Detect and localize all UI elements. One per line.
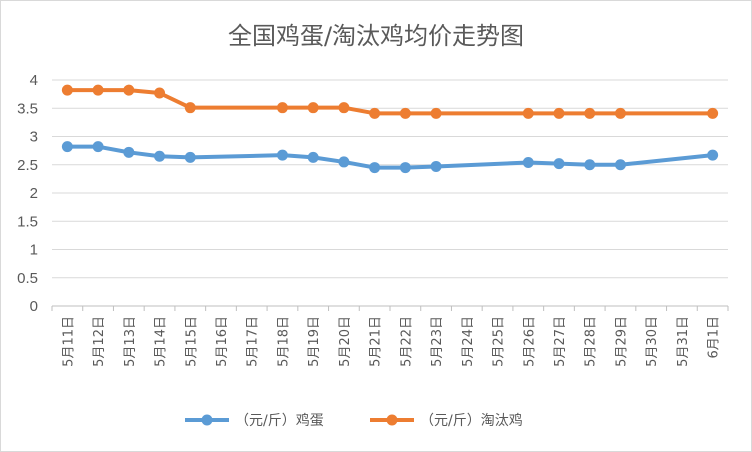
x-tick-label: 5月30日: [645, 316, 660, 367]
x-tick-label: 5月15日: [184, 316, 199, 367]
data-point: [522, 107, 534, 119]
data-point: [614, 159, 626, 171]
x-tick-label: 5月21日: [369, 316, 384, 367]
x-tick-label: 5月29日: [614, 316, 629, 367]
x-tick-label: 5月11日: [61, 316, 76, 367]
legend-marker: [201, 414, 213, 426]
series: [61, 84, 719, 174]
data-point: [276, 149, 288, 161]
y-tick-label: 2.5: [17, 157, 38, 174]
legend: （元/斤）鸡蛋 （元/斤）淘汰鸡: [185, 412, 523, 429]
data-point: [61, 141, 73, 153]
legend-label: （元/斤）淘汰鸡: [420, 412, 523, 429]
data-point: [92, 84, 104, 96]
x-tick-label: 5月27日: [553, 316, 568, 367]
x-tick-label: 5月19日: [307, 316, 322, 367]
data-point: [369, 162, 381, 174]
x-tick-label: 5月20日: [338, 316, 353, 367]
y-axis: 0 0.5 1 1.5 2 2.5 3 3.5 4: [17, 72, 38, 315]
data-point: [614, 107, 626, 119]
data-point: [184, 102, 196, 114]
x-tick-label: 5月14日: [154, 316, 169, 367]
data-point: [338, 156, 350, 168]
x-tick-label: 5月12日: [92, 316, 107, 367]
data-point: [123, 146, 135, 158]
data-point: [584, 107, 596, 119]
y-tick-label: 1.5: [17, 213, 38, 230]
data-point: [707, 149, 719, 161]
series-line: [65, 144, 715, 170]
data-point: [61, 84, 73, 96]
data-point: [707, 107, 719, 119]
data-point: [430, 160, 442, 172]
y-tick-label: 0: [30, 298, 38, 315]
data-point: [399, 107, 411, 119]
x-tick-label: 5月13日: [123, 316, 138, 367]
x-tick-label: 5月31日: [676, 316, 691, 367]
data-point: [338, 102, 350, 114]
data-point: [307, 151, 319, 163]
data-point: [369, 107, 381, 119]
chart-title: 全国鸡蛋/淘汰鸡均价走势图: [228, 22, 524, 50]
y-tick-label: 3.5: [17, 100, 38, 117]
legend-label: （元/斤）鸡蛋: [235, 412, 324, 429]
legend-marker: [386, 414, 398, 426]
gridlines: [52, 79, 728, 279]
data-point: [430, 107, 442, 119]
x-tick-label: 5月28日: [584, 316, 599, 367]
data-point: [553, 158, 565, 170]
y-tick-label: 3: [30, 129, 38, 146]
x-tick-label: 5月24日: [461, 316, 476, 367]
data-point: [154, 150, 166, 162]
y-tick-label: 2: [30, 185, 38, 202]
data-point: [553, 107, 565, 119]
y-tick-label: 0.5: [17, 270, 38, 287]
data-point: [584, 159, 596, 171]
y-tick-label: 1: [30, 242, 38, 259]
x-tick-label: 5月18日: [276, 316, 291, 367]
x-tick-label: 5月25日: [492, 316, 507, 367]
x-tick-label: 6月1日: [707, 316, 722, 359]
data-point: [184, 151, 196, 163]
series-line: [65, 88, 715, 116]
x-tick-label: 5月22日: [399, 316, 414, 367]
data-point: [123, 84, 135, 96]
x-tick-label: 5月17日: [246, 316, 261, 367]
x-tick-label: 5月16日: [215, 316, 230, 367]
data-point: [154, 87, 166, 99]
x-tick-label: 5月23日: [430, 316, 445, 367]
x-axis: 5月11日 5月12日 5月13日 5月14日 5月15日 5月16日 5月17日 5月18日…: [51, 305, 729, 367]
data-point: [399, 162, 411, 174]
y-tick-label: 4: [30, 72, 38, 89]
data-point: [522, 156, 534, 168]
data-point: [92, 141, 104, 153]
data-point: [276, 102, 288, 114]
data-point: [307, 102, 319, 114]
x-tick-label: 5月26日: [522, 316, 537, 367]
